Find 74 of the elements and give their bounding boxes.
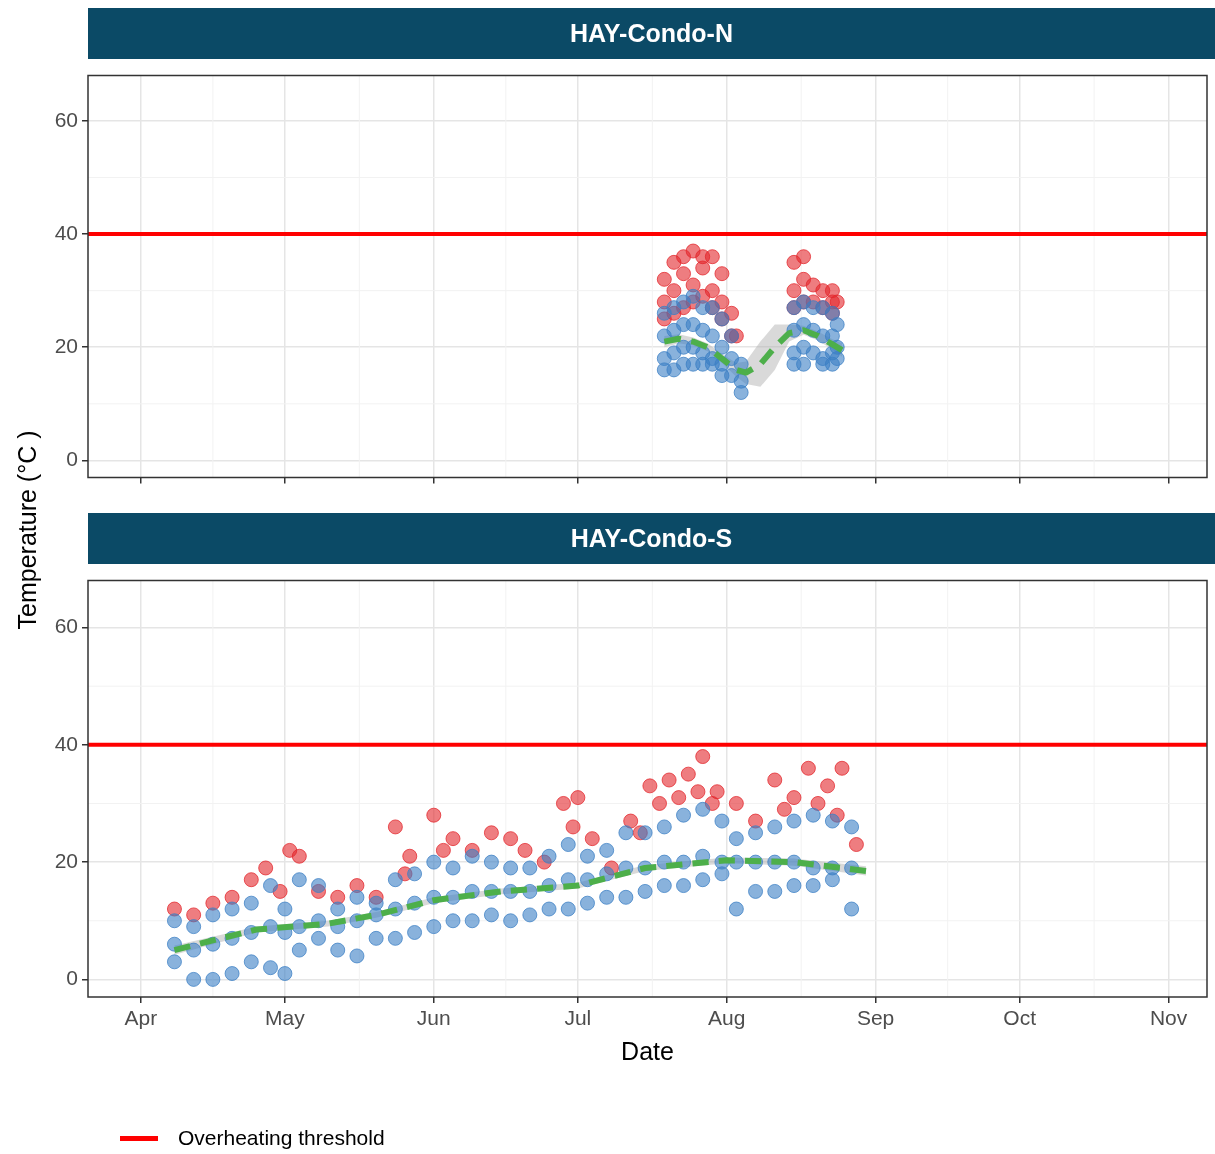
point: [704, 283, 720, 299]
point: [810, 795, 826, 811]
point: [786, 283, 802, 299]
point: [714, 266, 730, 282]
point: [565, 819, 581, 835]
y-tick-label: 60: [54, 107, 78, 131]
point: [728, 795, 744, 811]
point: [733, 385, 749, 401]
point: [426, 807, 442, 823]
point: [820, 778, 836, 794]
point: [517, 842, 533, 858]
point: [776, 801, 792, 817]
point: [709, 784, 725, 800]
point: [258, 860, 274, 876]
point: [656, 271, 672, 287]
x-tick-label: Jul: [564, 1006, 592, 1030]
point: [690, 784, 706, 800]
y-tick-label: 60: [54, 614, 78, 638]
point: [291, 848, 307, 864]
point: [829, 351, 845, 367]
x-tick-label: Nov: [1149, 1006, 1188, 1030]
x-tick-label: May: [265, 1006, 306, 1030]
y-tick-label: 0: [66, 966, 78, 990]
legend-label: Overheating threshold: [178, 1126, 385, 1150]
point: [445, 831, 461, 847]
point: [834, 760, 850, 776]
chart-title: HAY-Condo-N: [88, 8, 1215, 59]
x-tick-label: Jun: [416, 1006, 451, 1030]
point: [829, 317, 845, 333]
point: [704, 249, 720, 265]
y-tick-label: 40: [54, 731, 78, 755]
point: [435, 842, 451, 858]
point: [848, 837, 864, 853]
point: [555, 795, 571, 811]
point: [652, 795, 668, 811]
y-tick-label: 20: [54, 334, 78, 358]
point: [503, 831, 519, 847]
point: [623, 813, 639, 829]
point: [642, 778, 658, 794]
point: [786, 790, 802, 806]
point: [704, 328, 720, 344]
point: [767, 772, 783, 788]
point: [661, 772, 677, 788]
point: [680, 766, 696, 782]
point: [695, 749, 711, 765]
point: [349, 878, 365, 894]
point: [796, 356, 812, 372]
point: [714, 339, 730, 355]
x-axis-title: Date: [621, 1036, 674, 1065]
x-tick-label: Apr: [124, 1006, 158, 1030]
point: [570, 790, 586, 806]
point: [402, 848, 418, 864]
point: [584, 831, 600, 847]
y-axis-title: Temperature (°C ): [12, 430, 42, 630]
y-tick-label: 40: [54, 220, 78, 244]
point: [243, 872, 259, 888]
point: [387, 819, 403, 835]
point: [796, 249, 812, 265]
point: [186, 907, 202, 923]
y-tick-label: 0: [66, 447, 78, 471]
x-tick-label: Aug: [708, 1006, 746, 1030]
point: [829, 294, 845, 310]
point: [800, 760, 816, 776]
y-tick-label: 20: [54, 848, 78, 872]
point: [685, 288, 701, 304]
point: [676, 266, 692, 282]
point: [671, 790, 687, 806]
chart-title: HAY-Condo-S: [88, 513, 1215, 564]
point: [666, 283, 682, 299]
x-tick-label: Oct: [1003, 1006, 1037, 1030]
point: [483, 825, 499, 841]
point: [330, 889, 346, 905]
point: [748, 813, 764, 829]
x-tick-label: Sep: [856, 1006, 895, 1030]
